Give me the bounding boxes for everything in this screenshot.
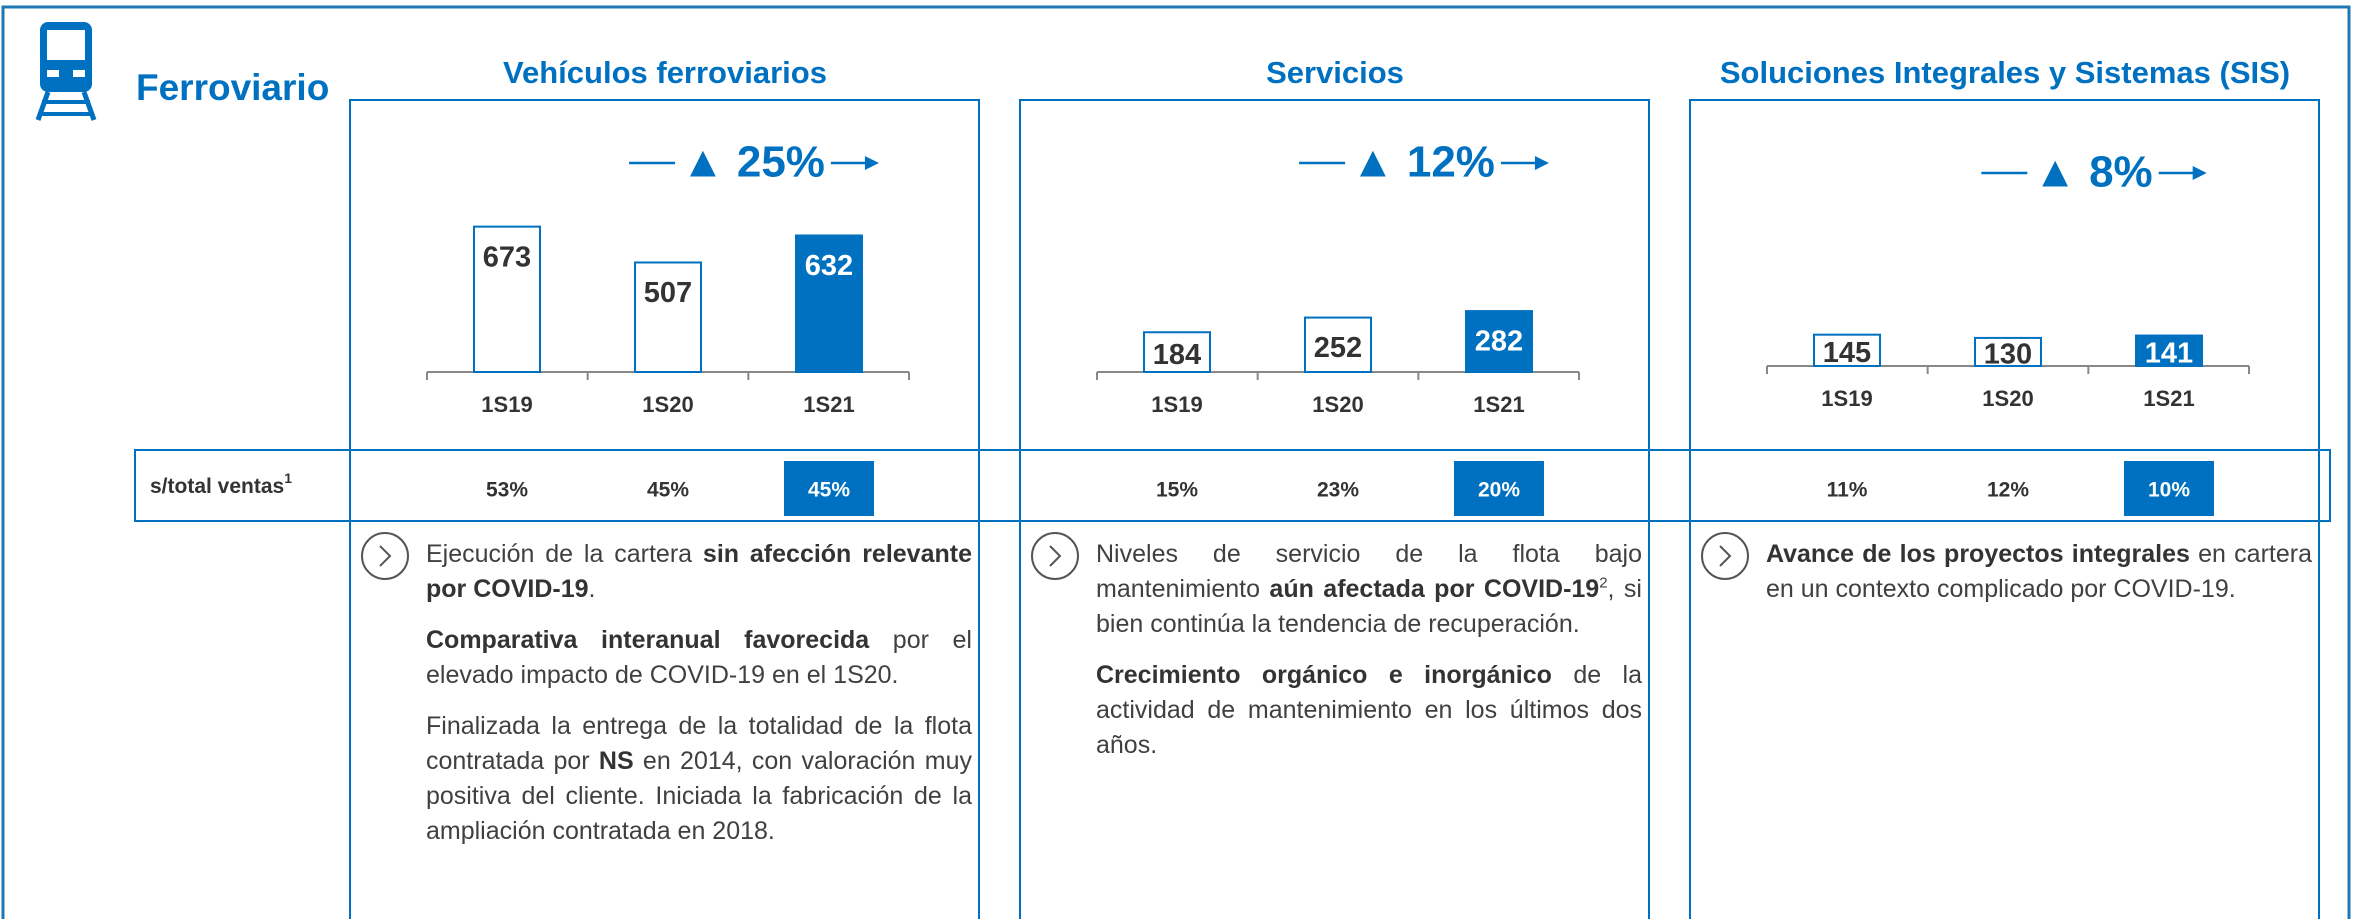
bar [473,225,541,373]
category-label: 1S20 [642,392,693,417]
panel-text: Avance de los proyectos integrales en ca… [1766,537,2312,623]
text-run: 2 [1599,574,1608,592]
share-value: 10% [2148,479,2190,502]
paragraph: Niveles de servicio de la flota bajo man… [1096,537,1642,642]
text-run: aún afectada por COVID-19 [1269,575,1600,603]
text-run: . [588,575,596,603]
bar [1813,333,1881,367]
value-label: 282 [1475,326,1523,358]
text-run: Crecimiento orgánico e inorgánico [1096,661,1552,689]
category-label: 1S21 [803,392,854,417]
text-run: Niveles de servicio de la flota bajo man… [1096,540,1642,603]
value-label: 184 [1153,339,1201,371]
value-label: 141 [2145,337,2193,369]
bar [795,234,863,373]
text-run: de la actividad de mantenimiento en los … [1096,661,1642,759]
category-label: 1S19 [1821,386,1872,411]
text-run: Comparativa interanual favorecida [426,626,870,654]
panel-box [1689,99,2320,919]
bar [1465,310,1533,374]
paragraph: Comparativa interanual favorecida por el… [426,623,972,693]
text-run: NS [598,747,634,775]
category-label: 1S20 [1312,392,1363,417]
text-run: sin afección relevante por COVID-19 [426,540,972,603]
text-run: Finalizada la entrega de la totalidad de… [426,712,972,775]
share-value: 45% [808,479,850,502]
bar [2135,334,2203,368]
value-label: 507 [644,277,692,309]
bar [634,261,702,374]
paragraph: Ejecución de la cartera sin afección rel… [426,537,972,607]
chart-title: Soluciones Integrales y Sistemas (SIS) [1720,55,2290,90]
arrow-head [1534,156,1549,170]
value-label: 673 [483,241,531,273]
bullet-chevron [1049,545,1062,567]
arrow-head [864,156,879,170]
text-run: Avance de los proyectos integrales [1766,540,2190,568]
bar [1143,331,1211,374]
text-run: en 2014, con valoración muy positiva del… [426,747,972,845]
category-label: 1S19 [1151,392,1202,417]
value-label: 252 [1314,332,1362,364]
paragraph: Crecimiento orgánico e inorgánico de la … [1096,658,1642,763]
text-run: Ejecución de la cartera [426,540,703,568]
section-title: Ferroviario [136,67,329,108]
share-value: 15% [1156,479,1198,502]
text-run: , si bien continúa la tendencia de recup… [1096,575,1642,638]
share-row [134,449,2331,522]
arrow-head [2192,166,2207,180]
value-label: 632 [805,250,853,282]
category-label: 1S20 [1982,386,2033,411]
chart-title: Servicios [1266,55,1404,90]
paragraph: Finalizada la entrega de la totalidad de… [426,709,972,849]
value-label: 130 [1984,339,2032,371]
bullet-icon [1701,532,1749,580]
value-label: 145 [1823,337,1871,369]
share-value: 23% [1317,479,1359,502]
share-highlight [2124,461,2214,516]
text-run: por el elevado impacto de COVID-19 en el… [426,626,972,689]
panel-text: Niveles de servicio de la flota bajo man… [1096,537,1642,779]
paragraph: Avance de los proyectos integrales en ca… [1766,537,2312,607]
share-label: s/total ventas [150,475,284,498]
bar [1304,316,1372,373]
chart-title: Vehículos ferroviarios [503,55,827,90]
frame [1,5,2351,919]
bullet-chevron [379,545,392,567]
growth-annotation: ▲ 25% [681,138,825,187]
category-label: 1S21 [1473,392,1524,417]
share-row-label: s/total ventas1 [150,470,292,498]
share-value: 20% [1478,479,1520,502]
share-value: 53% [486,479,528,502]
growth-annotation: ▲ 12% [1351,138,1495,187]
train-icon [35,22,97,121]
share-highlight [784,461,874,516]
bullet-chevron [1719,545,1732,567]
share-highlight [1454,461,1544,516]
share-value: 12% [1987,479,2029,502]
panel-box [1019,99,1650,919]
panel-text: Ejecución de la cartera sin afección rel… [426,537,972,865]
bullet-icon [361,532,409,580]
share-sup: 1 [284,470,292,486]
panel-box [349,99,980,919]
text-run: en cartera en un contexto complicado por… [1766,540,2312,603]
bar [1974,336,2042,368]
category-label: 1S21 [2143,386,2194,411]
bullet-icon [1031,532,1079,580]
growth-annotation: ▲ 8% [2033,148,2152,197]
share-value: 45% [647,479,689,502]
category-label: 1S19 [481,392,532,417]
share-value: 11% [1827,479,1868,502]
